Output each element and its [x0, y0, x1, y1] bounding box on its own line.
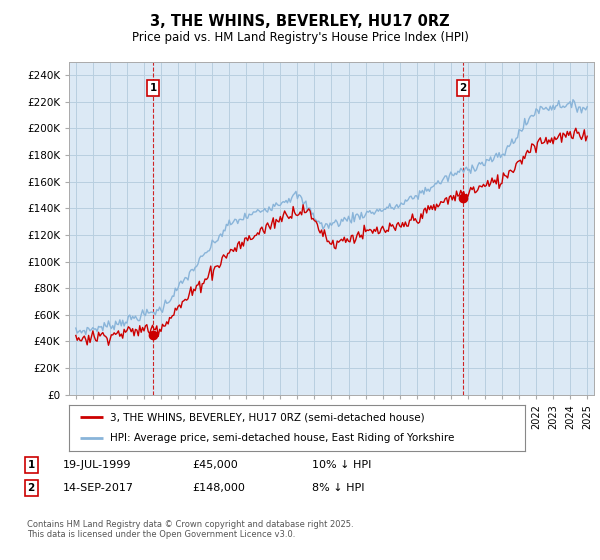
Text: 8% ↓ HPI: 8% ↓ HPI	[312, 483, 365, 493]
Text: 2: 2	[459, 83, 467, 93]
Text: £45,000: £45,000	[192, 460, 238, 470]
Text: 3, THE WHINS, BEVERLEY, HU17 0RZ: 3, THE WHINS, BEVERLEY, HU17 0RZ	[150, 14, 450, 29]
Text: 1: 1	[28, 460, 35, 470]
Text: Price paid vs. HM Land Registry's House Price Index (HPI): Price paid vs. HM Land Registry's House …	[131, 31, 469, 44]
Text: 14-SEP-2017: 14-SEP-2017	[63, 483, 134, 493]
Text: 2: 2	[28, 483, 35, 493]
Text: 10% ↓ HPI: 10% ↓ HPI	[312, 460, 371, 470]
Text: HPI: Average price, semi-detached house, East Riding of Yorkshire: HPI: Average price, semi-detached house,…	[110, 433, 454, 444]
Text: Contains HM Land Registry data © Crown copyright and database right 2025.
This d: Contains HM Land Registry data © Crown c…	[27, 520, 353, 539]
Text: £148,000: £148,000	[192, 483, 245, 493]
Text: 1: 1	[149, 83, 157, 93]
Text: 19-JUL-1999: 19-JUL-1999	[63, 460, 131, 470]
Text: 3, THE WHINS, BEVERLEY, HU17 0RZ (semi-detached house): 3, THE WHINS, BEVERLEY, HU17 0RZ (semi-d…	[110, 412, 425, 422]
